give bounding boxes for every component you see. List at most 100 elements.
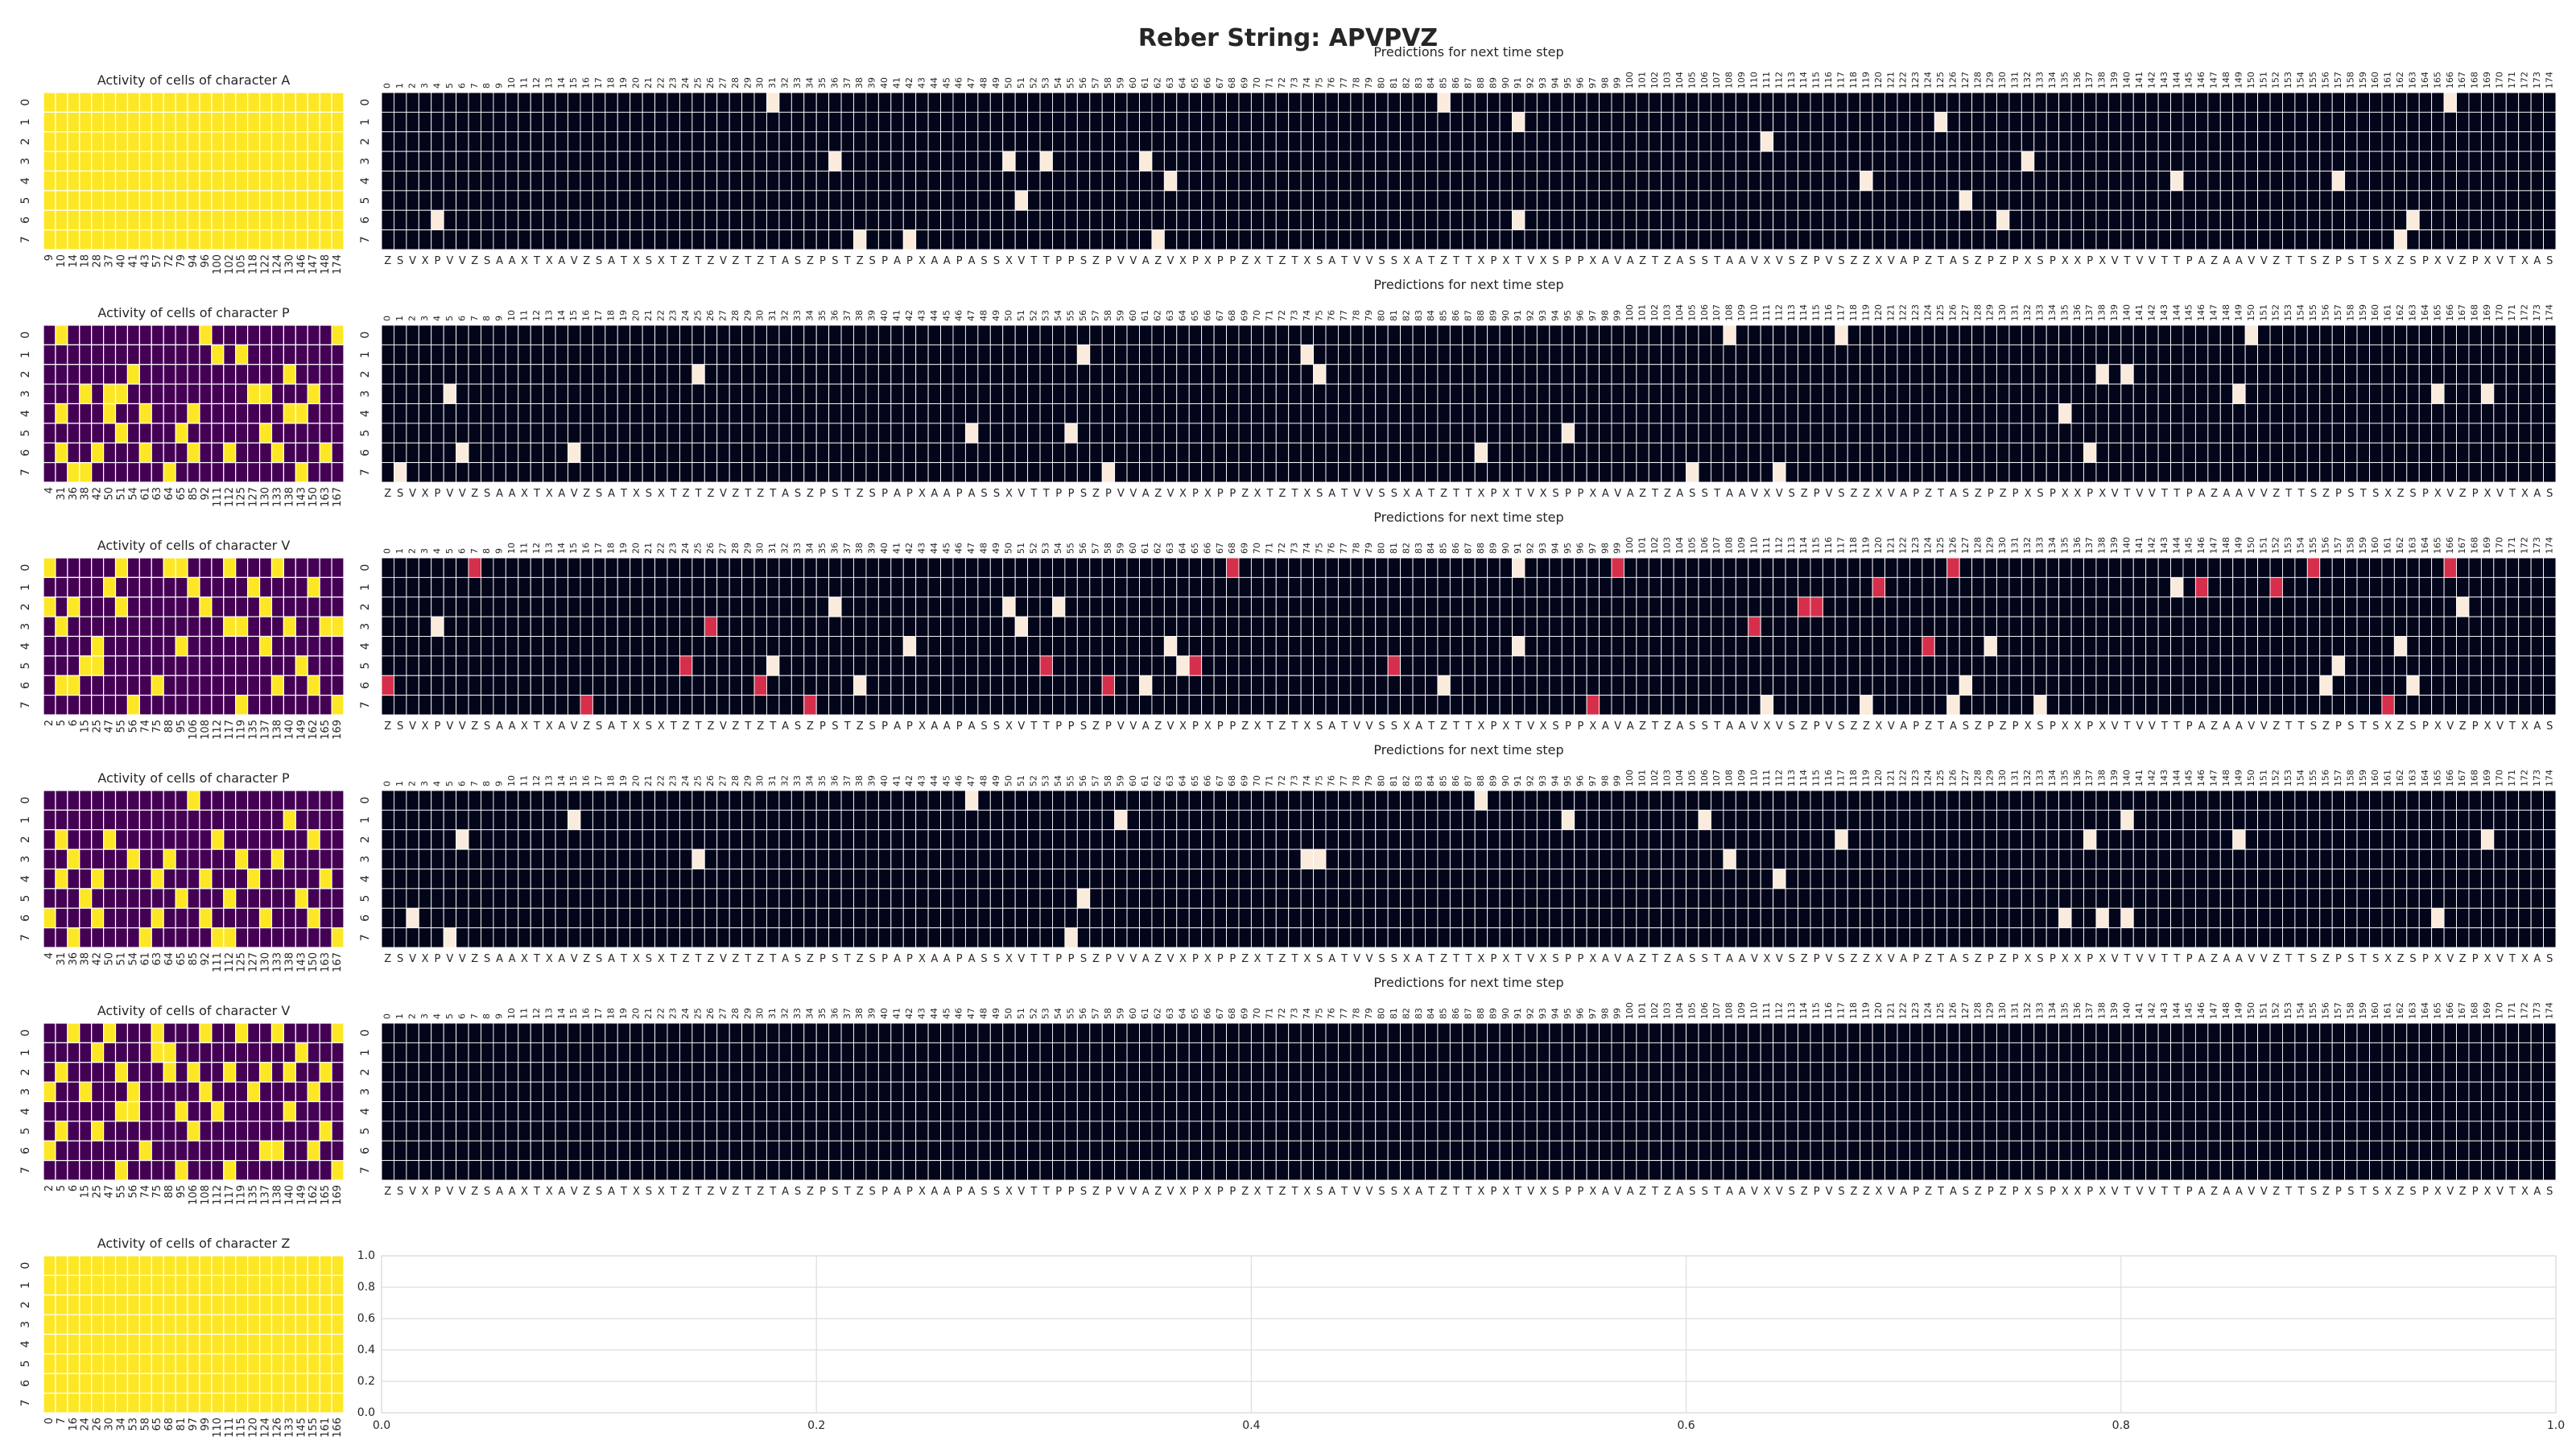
heatmap-cell — [1847, 171, 1861, 192]
heatmap-cell — [902, 462, 917, 483]
heatmap-cell — [1064, 442, 1078, 464]
heatmap-cell — [2232, 364, 2246, 385]
heatmap-cell — [1002, 151, 1016, 171]
heatmap-cell — [1325, 92, 1339, 113]
heatmap-cell — [1126, 442, 1140, 464]
heatmap-cell — [1226, 576, 1240, 598]
heatmap-cell — [853, 383, 867, 404]
heatmap-cell — [138, 92, 152, 113]
heatmap-cell — [977, 131, 991, 152]
heatmap-cell — [1474, 344, 1488, 365]
heatmap-cell — [2493, 462, 2507, 483]
heatmap-cell — [418, 324, 432, 345]
heatmap-cell — [2319, 131, 2333, 152]
heatmap-cell — [753, 92, 767, 113]
heatmap-cell — [1300, 557, 1315, 578]
heatmap-cell — [2431, 92, 2445, 113]
heatmap-cell — [1064, 462, 1078, 483]
heatmap-cell — [381, 423, 394, 444]
heatmap-cell — [1735, 344, 1749, 365]
heatmap-cell — [223, 131, 237, 152]
column-index-label: 51 — [1016, 310, 1026, 321]
heatmap-cell — [977, 209, 991, 231]
heatmap-cell — [443, 557, 457, 578]
heatmap-cell — [2431, 423, 2445, 444]
heatmap-cell — [568, 423, 581, 444]
heatmap-cell — [1027, 171, 1041, 192]
heatmap-cell — [1188, 324, 1203, 345]
heatmap-cell — [331, 442, 345, 464]
heatmap-cell — [716, 151, 730, 171]
heatmap-cell — [890, 229, 904, 250]
heatmap-cell — [1723, 324, 1736, 345]
heatmap-cell — [2505, 209, 2520, 231]
heatmap-cell — [187, 151, 200, 172]
heatmap-cell — [2443, 423, 2457, 444]
heatmap-cell — [1462, 131, 1476, 152]
column-index-label: 129 — [1985, 72, 1996, 89]
heatmap-cell — [138, 383, 152, 405]
column-char-label: S — [2037, 255, 2043, 267]
heatmap-cell — [270, 462, 285, 483]
heatmap-cell — [247, 635, 261, 657]
heatmap-cell — [2319, 229, 2333, 250]
heatmap-cell — [2319, 151, 2333, 171]
heatmap-cell — [2058, 229, 2072, 250]
heatmap-cell — [518, 344, 531, 365]
heatmap-cell — [543, 171, 556, 192]
heatmap-cell — [1860, 171, 1873, 192]
heatmap-cell — [667, 92, 680, 113]
heatmap-cell — [1611, 324, 1624, 345]
heatmap-cell — [493, 171, 506, 192]
heatmap-cell — [247, 131, 261, 152]
column-char-label: A — [1676, 488, 1683, 500]
heatmap-cell — [667, 423, 680, 444]
heatmap-cell — [1176, 229, 1190, 250]
heatmap-cell — [642, 344, 656, 365]
heatmap-cell — [667, 209, 680, 231]
heatmap-cell — [1971, 616, 1985, 637]
heatmap-cell — [2170, 364, 2184, 385]
heatmap-cell — [1325, 403, 1339, 424]
heatmap-cell — [1810, 344, 1823, 365]
heatmap-cell — [605, 616, 618, 637]
heatmap-cell — [2107, 111, 2122, 133]
heatmap-cell — [2120, 209, 2134, 231]
heatmap-cell — [1126, 209, 1140, 231]
heatmap-cell — [1822, 403, 1836, 424]
heatmap-cell — [1002, 597, 1016, 617]
heatmap-cell — [1723, 616, 1736, 637]
heatmap-cell — [1076, 131, 1091, 152]
heatmap-cell — [1512, 616, 1525, 637]
heatmap-cell — [1934, 403, 1948, 424]
heatmap-cell — [2107, 462, 2122, 483]
heatmap-cell — [481, 151, 494, 171]
column-index-label: 53 — [1041, 77, 1051, 89]
heatmap-cell — [187, 344, 200, 365]
column-index-label: 83 — [1414, 77, 1424, 89]
heatmap-cell — [2543, 442, 2557, 464]
column-char-label: Z — [2000, 488, 2007, 500]
heatmap-cell — [555, 171, 568, 192]
column-char-label: V — [2149, 488, 2156, 500]
heatmap-cell — [1798, 423, 1811, 444]
heatmap-cell — [2107, 616, 2122, 637]
heatmap-cell — [1996, 131, 2010, 152]
heatmap-cell — [555, 423, 568, 444]
heatmap-cell — [307, 209, 320, 231]
heatmap-cell — [1971, 576, 1985, 598]
column-index-label: 138 — [2097, 304, 2107, 321]
heatmap-cell — [138, 423, 152, 444]
heatmap-cell — [187, 383, 200, 405]
column-char-label: X — [1589, 255, 1596, 267]
heatmap-cell — [2344, 151, 2358, 171]
heatmap-cell — [679, 131, 693, 152]
column-index-label: 40 — [879, 310, 890, 321]
heatmap-cell — [67, 383, 80, 405]
heatmap-cell — [1512, 229, 1525, 250]
heatmap-cell — [2046, 364, 2060, 385]
heatmap-cell — [2480, 111, 2495, 133]
column-index-label: 14 — [556, 77, 567, 89]
heatmap-cell — [163, 229, 176, 250]
heatmap-cell — [1487, 597, 1501, 617]
